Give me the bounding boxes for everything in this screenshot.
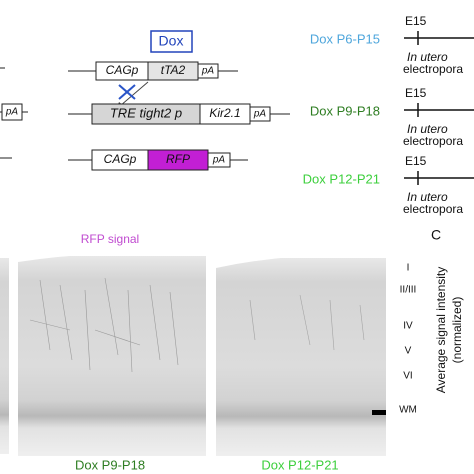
construct-panel: pA Dox CAGp tTA2 pA TRE tight2 p Kir2.1 … xyxy=(0,30,290,171)
method-label: electropora xyxy=(403,134,463,148)
promoter-label: CAGp xyxy=(104,152,137,166)
method-label: electropora xyxy=(403,62,463,76)
arrow xyxy=(119,81,149,107)
method-label: electropora xyxy=(403,202,463,216)
method-label: In utero xyxy=(407,50,448,64)
scale-bar xyxy=(372,410,386,415)
timeline-label: Dox P9-P18 xyxy=(310,103,380,118)
stage-label: E15 xyxy=(405,86,427,100)
tissue-edge xyxy=(18,253,206,262)
dox-label: Dox xyxy=(159,33,184,49)
timeline-label: Dox P6-P15 xyxy=(310,31,380,46)
dox-box xyxy=(150,30,193,53)
image-caption: Dox P9-P18 xyxy=(75,457,145,472)
pa-label: pA xyxy=(5,107,19,118)
promoter-label: TRE tight2 p xyxy=(110,105,182,120)
pa-box xyxy=(1,103,23,121)
panel-letter: C xyxy=(431,227,441,243)
promoter-label: CAGp xyxy=(106,63,139,77)
pa-box xyxy=(249,106,271,122)
image-title: RFP signal xyxy=(81,232,139,246)
fibers xyxy=(29,277,179,373)
image-caption: Dox P12-P21 xyxy=(261,457,338,472)
pa-box xyxy=(207,152,231,168)
gene-label: Kir2.1 xyxy=(209,106,240,120)
image-panel: RFP signal xyxy=(0,232,386,456)
y-axis-label: Average signal intensity xyxy=(434,267,448,394)
method-label: In utero xyxy=(407,122,448,136)
stage-label: E15 xyxy=(405,154,427,168)
image-captions: Dox P9-P18 Dox P12-P21 xyxy=(75,457,339,472)
micrograph xyxy=(216,258,386,456)
gene-label: tTA2 xyxy=(161,63,186,77)
pa-label: pA xyxy=(253,109,267,120)
stage-label: E15 xyxy=(405,14,427,28)
layer-label: V xyxy=(405,346,412,357)
pa-box xyxy=(197,63,219,79)
y-axis-label: (normalized) xyxy=(450,297,464,364)
layer-label: II/III xyxy=(400,285,417,296)
pa-label: pA xyxy=(212,155,226,166)
fibers xyxy=(249,294,365,351)
block-mark xyxy=(118,84,136,100)
method-label: In utero xyxy=(407,190,448,204)
micrograph xyxy=(18,256,206,456)
pa-label: pA xyxy=(201,66,215,77)
layer-label: WM xyxy=(399,405,417,416)
tissue-edge xyxy=(216,255,386,268)
layer-labels: I II/III IV V VI WM xyxy=(399,263,417,416)
layer-label: IV xyxy=(403,321,413,332)
layer-label: VI xyxy=(403,371,412,382)
layer-label: I xyxy=(407,263,410,274)
timeline-label: Dox P12-P21 xyxy=(303,171,380,186)
gene-label: RFP xyxy=(166,152,190,166)
micrograph xyxy=(0,258,9,454)
